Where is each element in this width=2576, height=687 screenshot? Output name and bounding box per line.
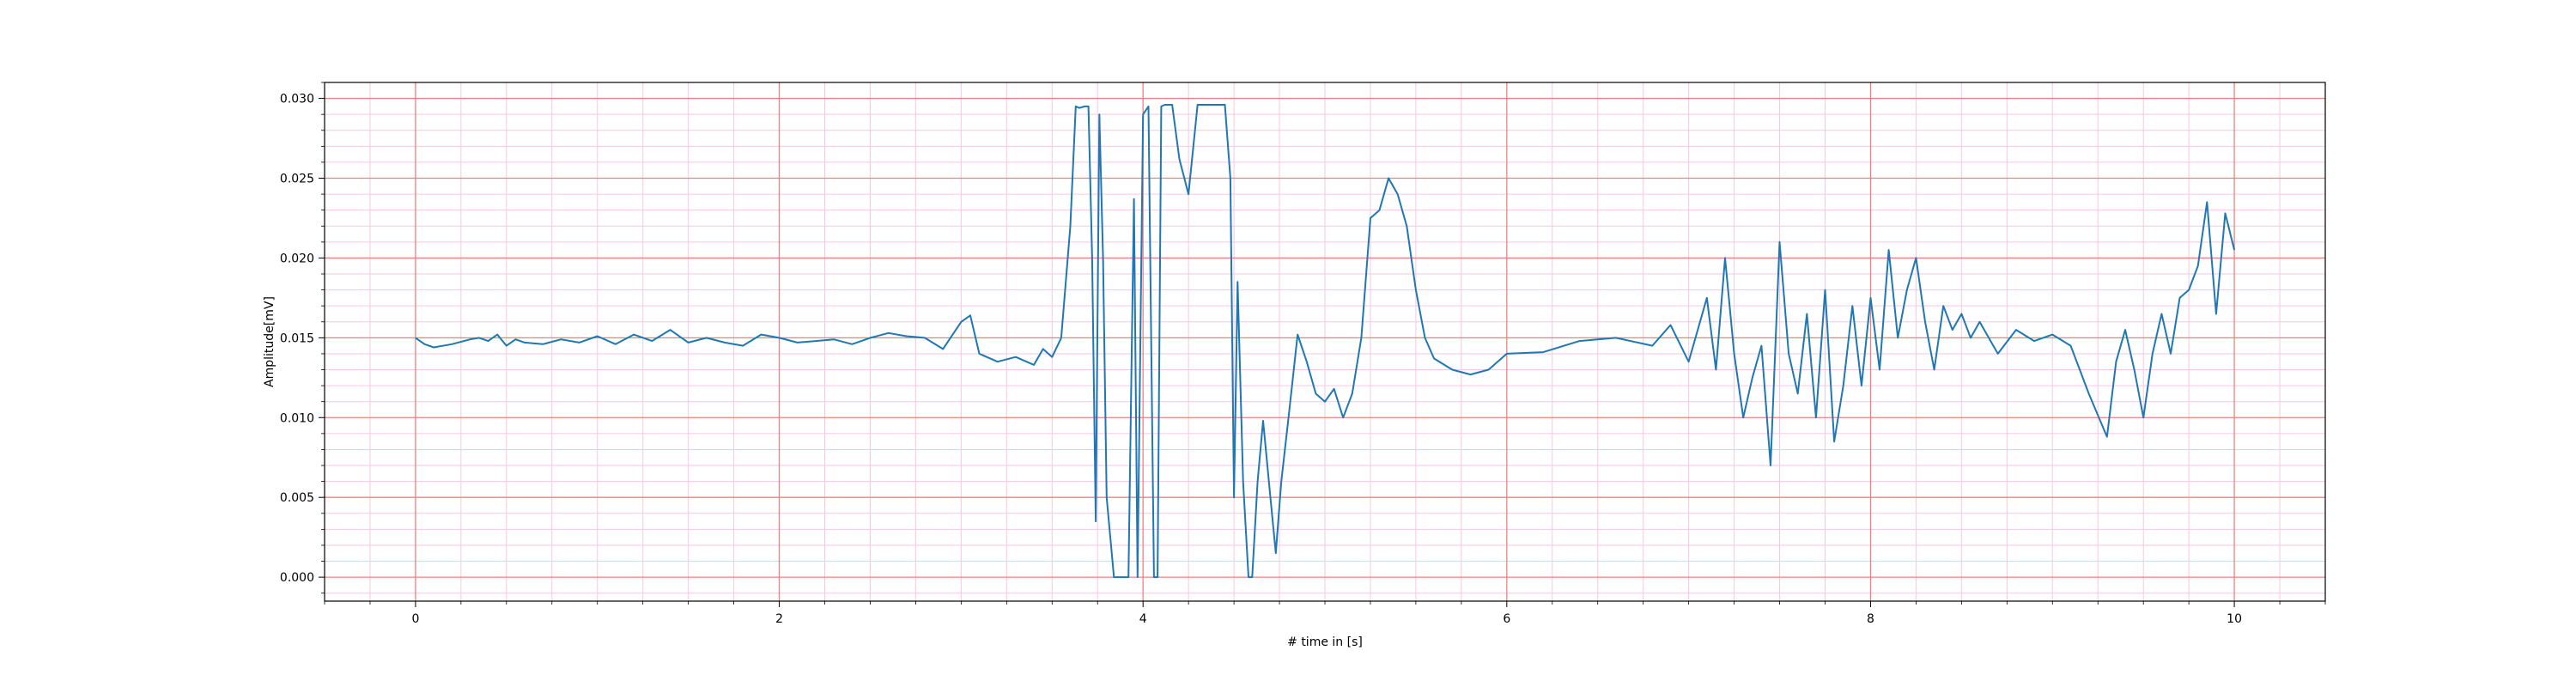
y-tick-label: 0.005 [280, 491, 314, 505]
series-line [415, 104, 2236, 579]
x-tick-label: 4 [1139, 612, 1147, 626]
x-tick-label: 8 [1867, 612, 1874, 626]
y-tick-label: 0.015 [280, 331, 314, 345]
x-tick-label: 6 [1503, 612, 1510, 626]
major-grid [325, 82, 2325, 601]
x-axis-label: # time in [s] [1287, 635, 1363, 649]
y-tick-label: 0.030 [280, 93, 314, 106]
x-tick-label: 2 [775, 612, 783, 626]
series-layer [415, 104, 2236, 579]
y-tick-label: 0.025 [280, 173, 314, 186]
x-tick-label: 10 [2227, 612, 2242, 626]
x-tick-label: 0 [411, 612, 419, 626]
y-axis-label: Amplitude[mV] [263, 296, 276, 387]
minor-grid [324, 82, 2326, 601]
x-axis: 0 2 4 6 8 10 [324, 601, 2326, 626]
y-tick-label: 0.020 [280, 252, 314, 265]
y-tick-label: 0.010 [280, 411, 314, 425]
y-axis: 0.000 0.005 0.010 0.015 0.020 0.025 0.030 [280, 82, 325, 594]
y-tick-label: 0.000 [280, 571, 314, 585]
